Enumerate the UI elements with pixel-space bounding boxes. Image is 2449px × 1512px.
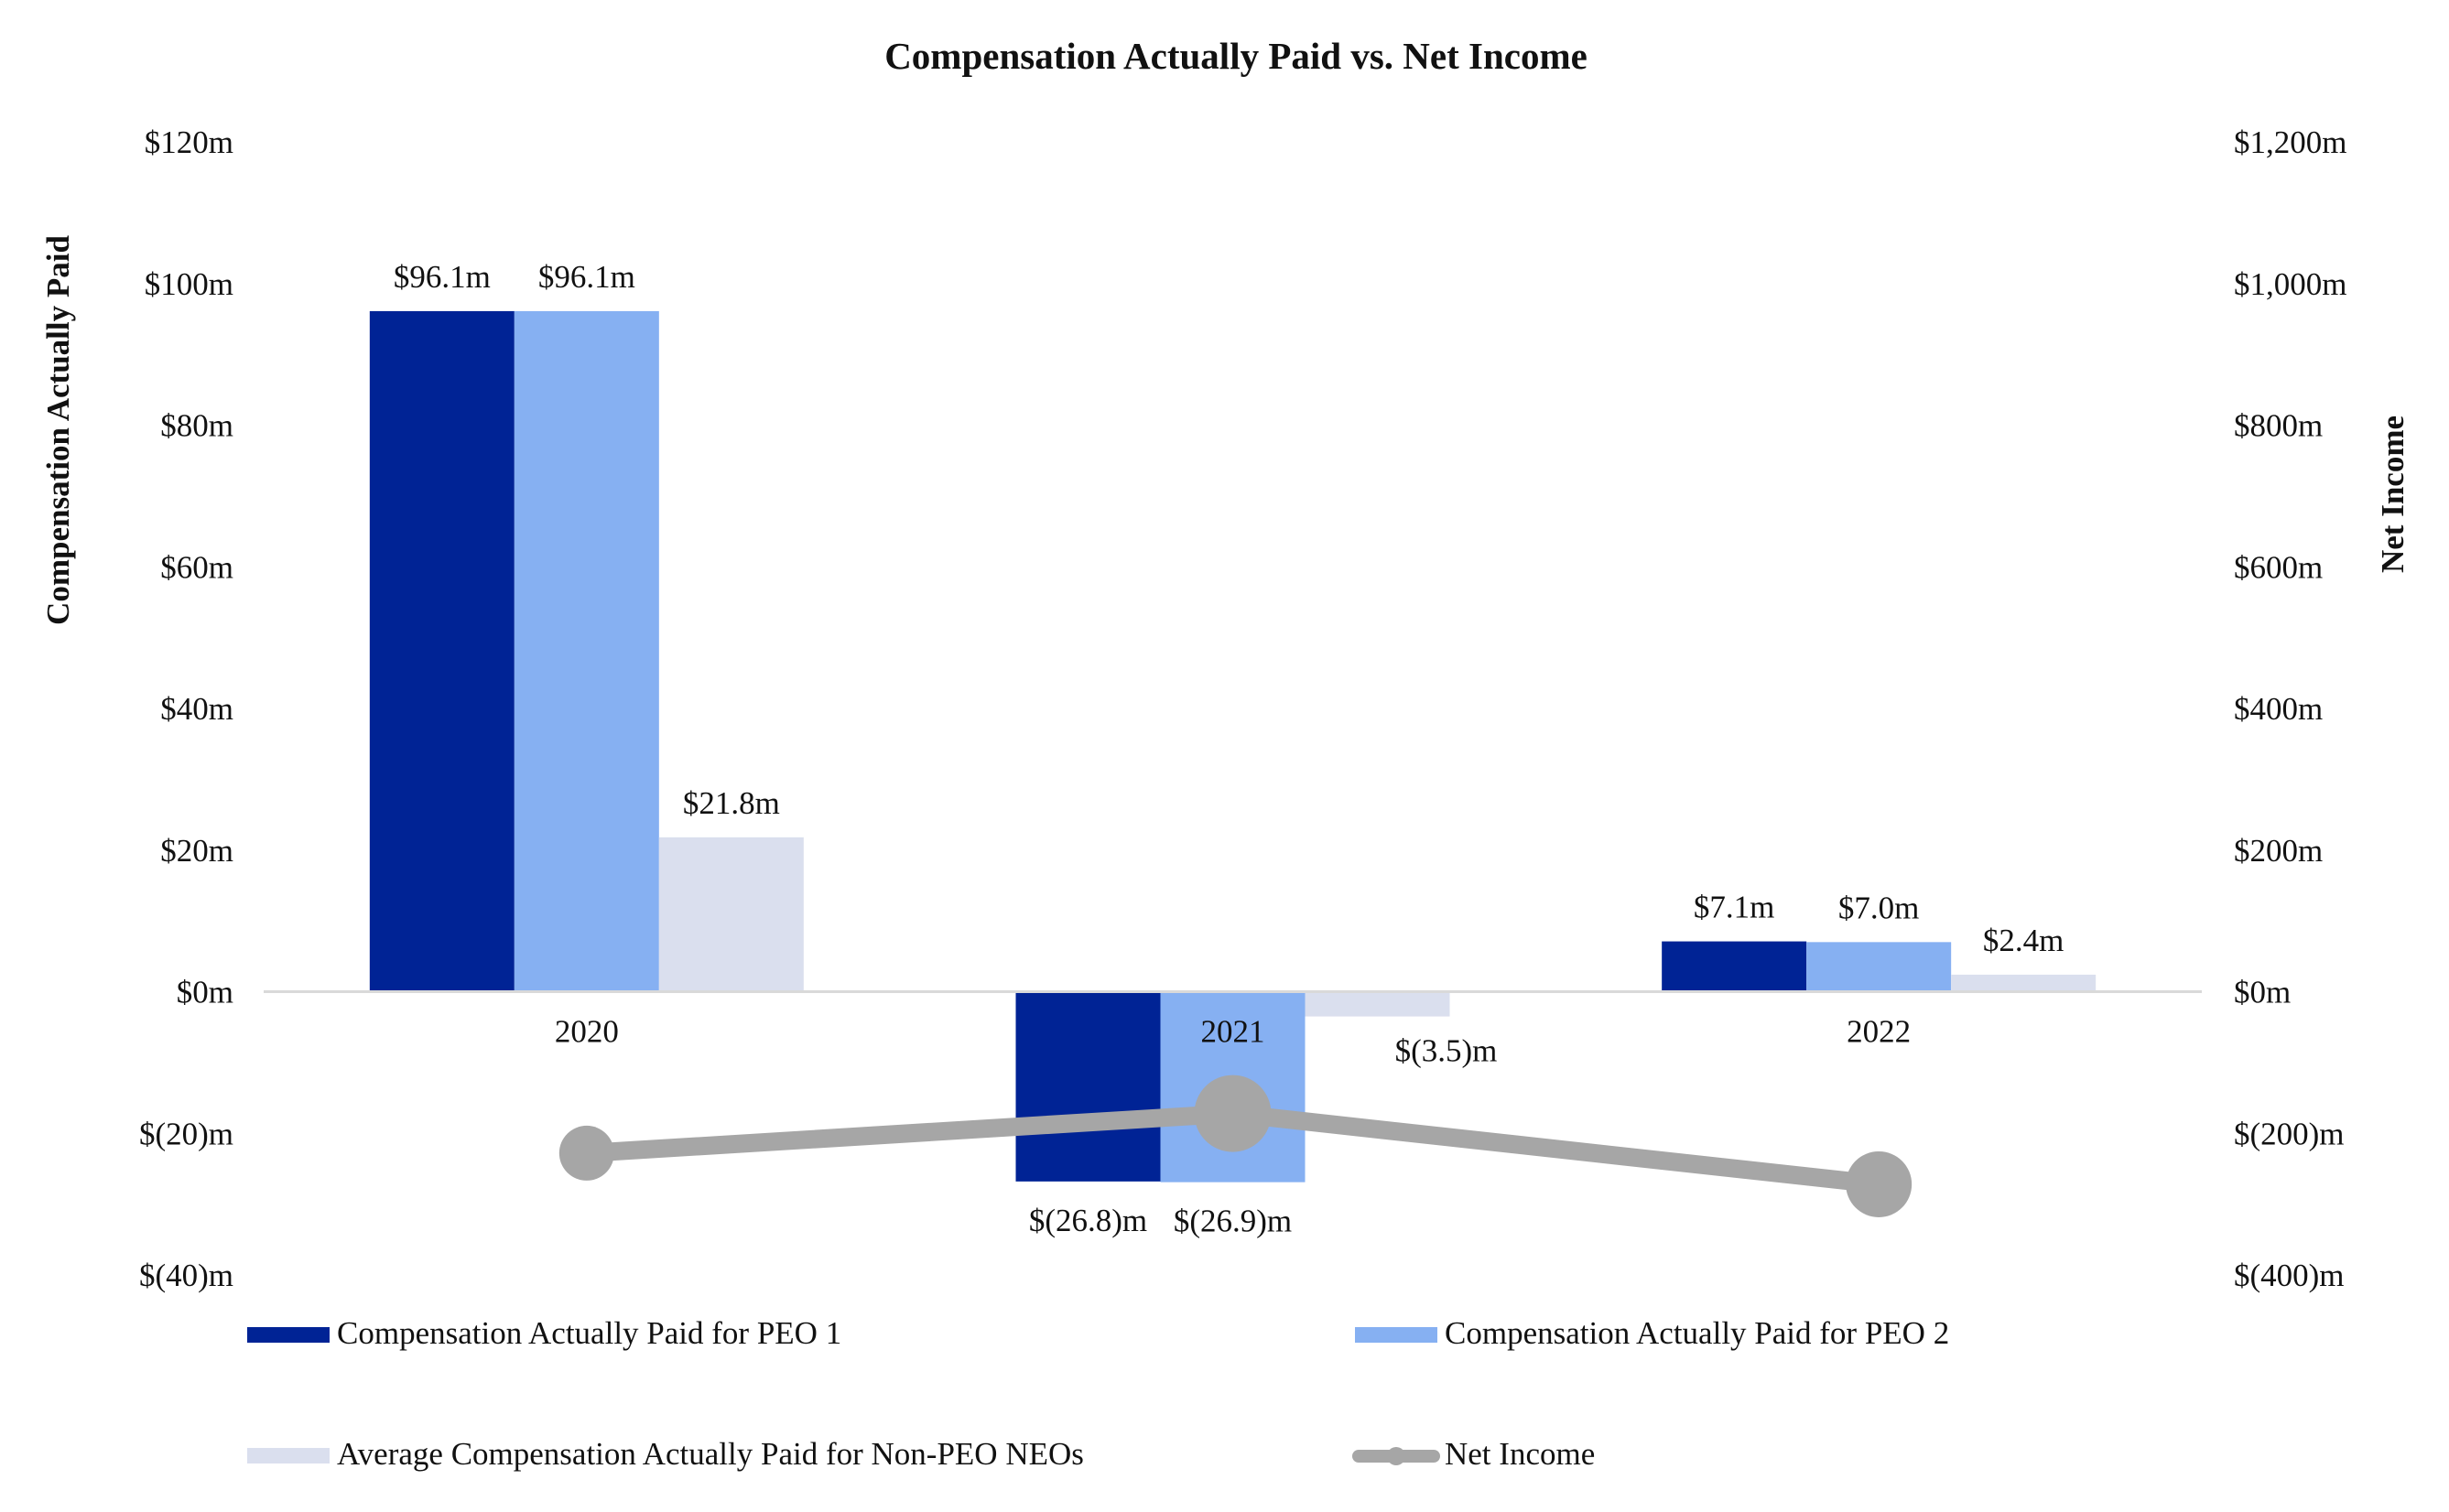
bar [369,310,515,992]
y-tick-label: $40m [160,691,233,727]
y2-tick-label: $(200)m [2234,1116,2345,1151]
y2-tick-label: $400m [2234,691,2323,727]
bar-data-label: $96.1m [538,259,635,295]
y2-tick-label: $(400)m [2234,1258,2345,1293]
bar-data-label: $(26.9)m [1174,1204,1292,1239]
y-tick-label: $0m [177,975,233,1010]
y2-tick-label: $200m [2234,833,2323,869]
category-labels: 2020 2021 2022 [555,1014,1911,1050]
legend-label: Compensation Actually Paid for PEO 1 [337,1315,841,1351]
bar-data-label: $(3.5)m [1395,1033,1498,1069]
y-axis-title: Compensation Actually Paid [40,235,76,625]
bar [1662,941,1807,992]
bar-data-label: $21.8m [683,785,780,821]
y-tick-label: $20m [160,833,233,869]
net-income-marker [558,1125,614,1181]
net-income-marker [1846,1150,1913,1217]
bar [514,310,659,992]
y-tick-label: $100m [145,266,233,302]
y2-tick-label: $1,200m [2234,124,2346,160]
bar-data-label: $96.1m [394,259,491,295]
y-tick-label: $80m [160,408,233,444]
net-income-line-layer [558,1075,1913,1217]
legend-label: Net Income [1445,1436,1595,1472]
bar-data-label: $(26.8)m [1029,1203,1147,1238]
bar [1951,974,2097,992]
y-tick-label: $60m [160,549,233,585]
y-axis-ticks: $120m $100m $80m $60m $40m $20m $0m $(20)m $(40)… [139,124,233,1293]
y2-axis-title: Net Income [2375,416,2411,573]
bar [1305,991,1450,1017]
y-tick-label: $120m [145,124,233,160]
y-tick-label: $(20)m [139,1116,233,1151]
category-label: 2022 [1847,1014,1911,1050]
legend: Compensation Actually Paid for PEO 1 Comp… [247,1315,1949,1472]
bar-data-label: $7.0m [1838,890,1919,925]
category-label: 2020 [555,1014,619,1050]
legend-swatch [1355,1327,1437,1343]
legend-swatch [247,1448,330,1463]
data-labels: $96.1m $96.1m $21.8m $(26.8)m $(26.9)m $(3.5)… [394,259,2064,1239]
y2-tick-label: $1,000m [2234,266,2346,302]
bar [1015,991,1161,1182]
chart-title: Compensation Actually Paid vs. Net Incom… [884,35,1588,77]
y2-tick-label: $0m [2234,975,2291,1010]
legend-marker [1387,1447,1405,1465]
legend-label: Average Compensation Actually Paid for N… [337,1436,1084,1472]
bar-data-label: $2.4m [1983,923,2064,958]
y2-tick-label: $800m [2234,408,2323,444]
legend-swatch [247,1327,330,1343]
bar [1806,942,1952,992]
category-label: 2021 [1201,1014,1265,1050]
bar [658,837,804,992]
y2-tick-label: $600m [2234,549,2323,585]
net-income-marker [1194,1075,1272,1152]
y2-axis-ticks: $1,200m $1,000m $800m $600m $400m $200m $0m $(2… [2234,124,2346,1293]
bar-layer [369,310,2097,1183]
bar-data-label: $7.1m [1694,890,1774,925]
y-tick-label: $(40)m [139,1258,233,1293]
legend-label: Compensation Actually Paid for PEO 2 [1445,1315,1949,1351]
